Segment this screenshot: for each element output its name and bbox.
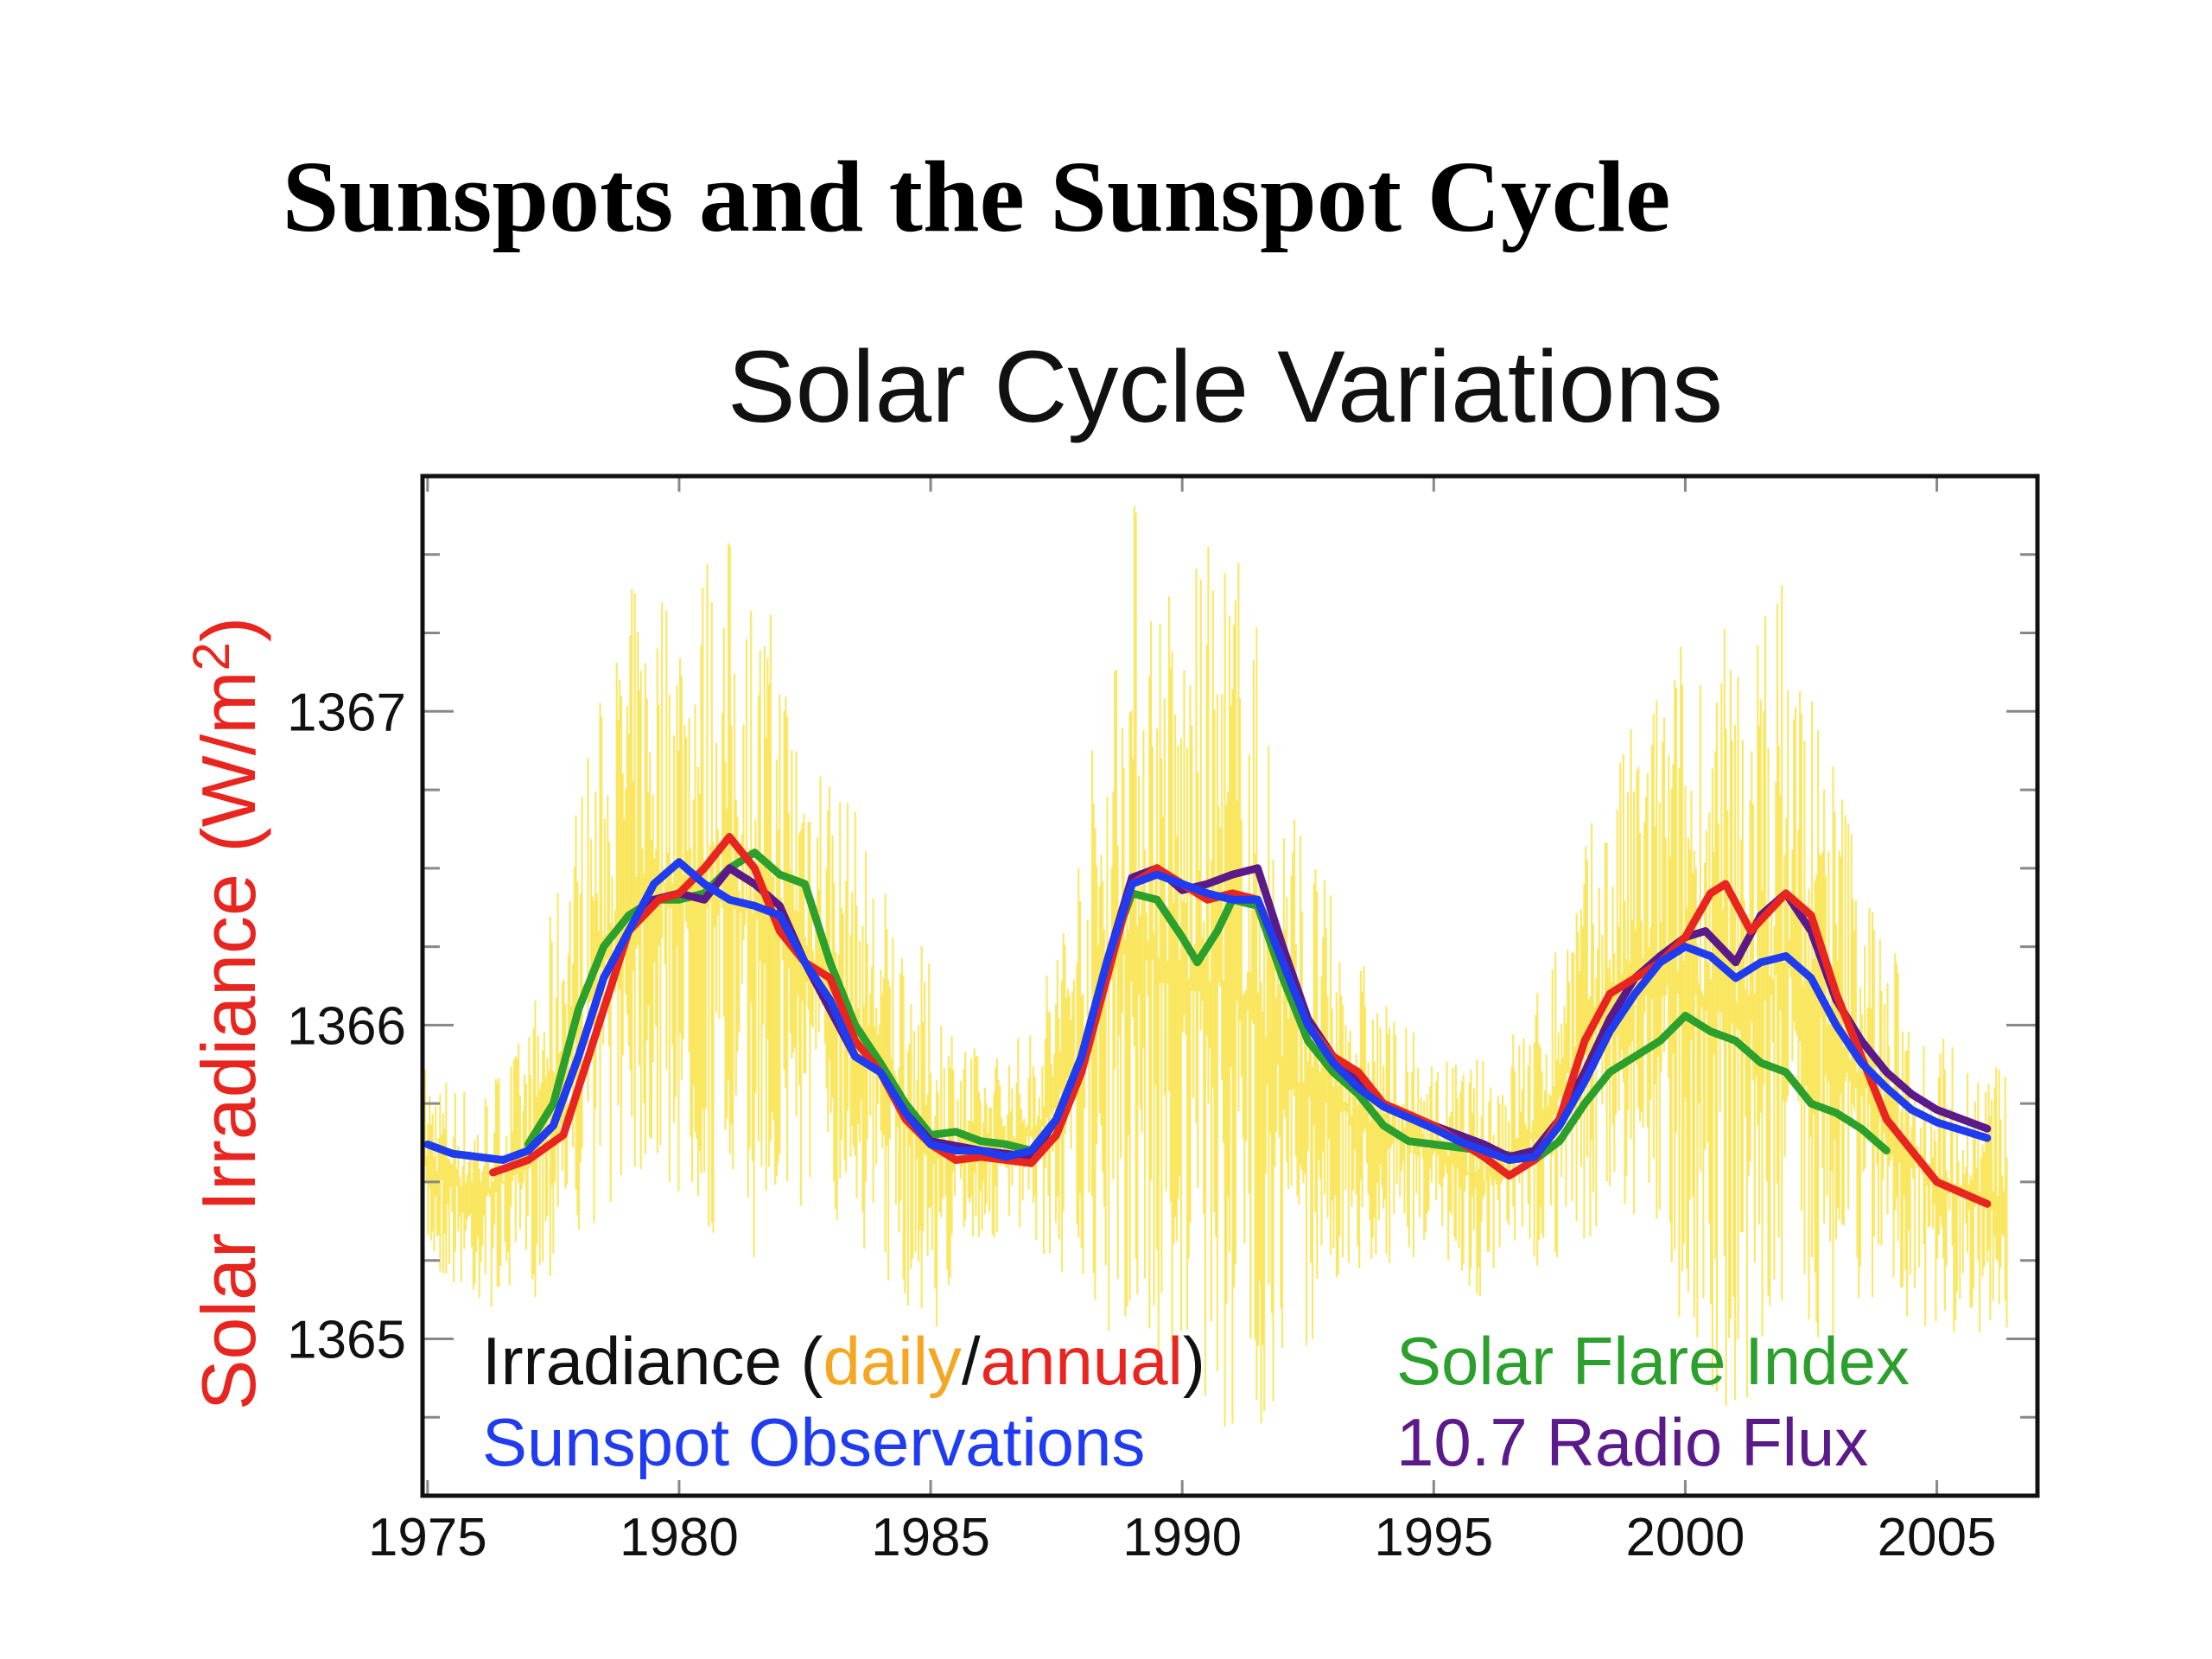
y-tick-label: 1365 bbox=[287, 1310, 406, 1370]
slide-title: Sunspots and the Sunspot Cycle bbox=[282, 140, 1671, 253]
x-tick-label: 1975 bbox=[368, 1508, 487, 1567]
legend-slash: / bbox=[961, 1323, 981, 1399]
x-tick-label: 1990 bbox=[1122, 1508, 1242, 1567]
series-line-sunspot-observations bbox=[423, 858, 1992, 1164]
tick-labels: 1975 1980 1985 1990 1995 2000 2005 1365 1366 1367 bbox=[287, 683, 1996, 1567]
legend-irradiance: Irradiance (daily/annual) bbox=[482, 1322, 1205, 1401]
x-tick-label: 1995 bbox=[1374, 1508, 1493, 1567]
legend-sunspot: Sunspot Observations bbox=[482, 1404, 1146, 1480]
legend-flare: Solar Flare Index bbox=[1396, 1323, 1910, 1399]
legend-radio: 10.7 Radio Flux bbox=[1396, 1404, 1869, 1480]
legend-irradiance-suffix: ) bbox=[1182, 1323, 1205, 1399]
plot-frame bbox=[420, 474, 2040, 1498]
series-line-annual bbox=[489, 833, 1992, 1208]
series-line-solar-flare-index bbox=[524, 849, 1891, 1164]
chart-title: Solar Cycle Variations bbox=[727, 330, 1724, 444]
x-tick-label: 2000 bbox=[1625, 1508, 1745, 1567]
annual-series-lines bbox=[423, 833, 1992, 1208]
legend-daily: daily bbox=[823, 1323, 962, 1399]
x-tick-label: 1985 bbox=[871, 1508, 990, 1567]
y-tick-label: 1366 bbox=[287, 996, 406, 1056]
axis-ticks bbox=[423, 474, 2037, 1496]
y-tick-label: 1367 bbox=[287, 683, 406, 742]
x-tick-label: 1980 bbox=[620, 1508, 739, 1567]
legend-annual: annual bbox=[980, 1323, 1183, 1399]
daily-series bbox=[423, 505, 2008, 1427]
series-line-10-7-radio-flux bbox=[524, 864, 1992, 1161]
x-tick-label: 2005 bbox=[1878, 1508, 1997, 1567]
legend-irradiance-prefix: Irradiance ( bbox=[482, 1323, 823, 1399]
